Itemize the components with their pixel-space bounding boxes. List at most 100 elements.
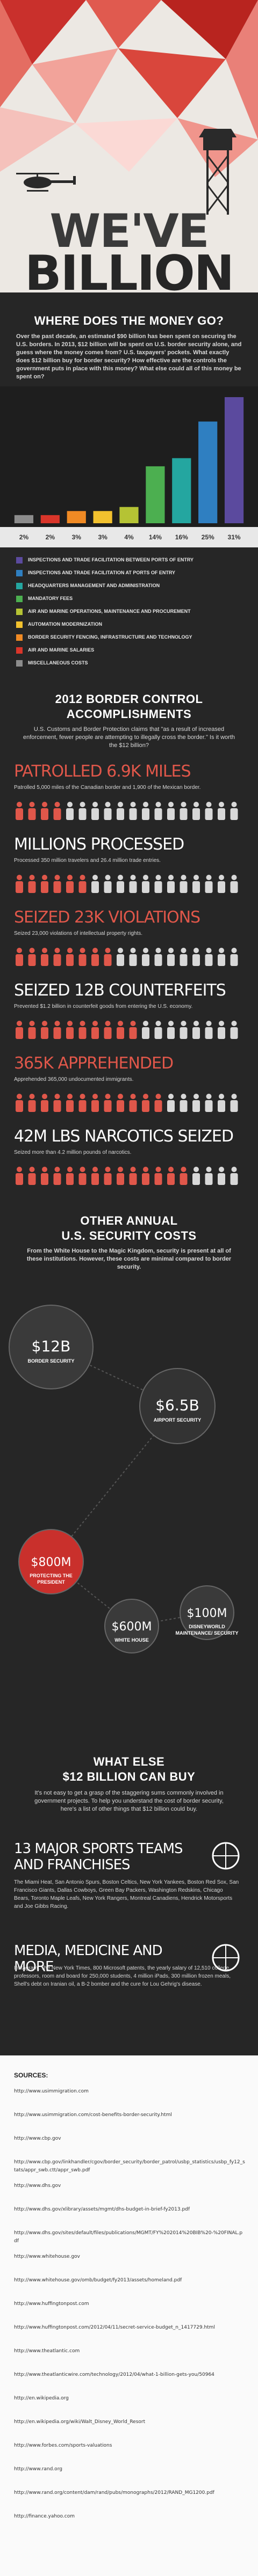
stat-text: Processed 350 million travelers and 26.4… — [14, 858, 161, 863]
bar-value-label: 2% — [19, 533, 29, 541]
person-head — [219, 875, 224, 880]
person-body — [167, 1173, 175, 1185]
legend-item: AIR AND MARINE SALARIES — [16, 644, 247, 656]
person-body — [218, 881, 225, 893]
bar — [146, 466, 165, 523]
person-head — [143, 875, 148, 880]
person-head — [92, 1167, 98, 1172]
bar — [119, 507, 139, 523]
person-body — [91, 881, 99, 893]
person-body — [66, 1100, 74, 1112]
person-head — [194, 802, 199, 807]
cost-label: AIRPORT SECURITY — [153, 1417, 202, 1423]
stat-text: Seized more than 4.2 million pounds of n… — [14, 1150, 132, 1155]
buy-text: Instagram, The New York Times, 800 Micro… — [14, 1965, 231, 1987]
buy-icon — [212, 1944, 240, 1972]
source-link: http://www.usimmigration.com/cost-benefi… — [14, 2112, 172, 2118]
person-body — [167, 1027, 175, 1039]
source-link: http://www.dhs.gov — [14, 2183, 61, 2189]
person-body — [28, 881, 36, 893]
person-head — [194, 1167, 199, 1172]
legend-item: MANDATORY FEES — [16, 592, 247, 604]
person-head — [194, 1094, 199, 1099]
person-body — [41, 1100, 48, 1112]
person-head — [17, 948, 22, 953]
legend-item: HEADQUARTERS MANAGEMENT AND ADMINISTRATI… — [16, 580, 247, 591]
person-head — [105, 1094, 111, 1099]
person-head — [143, 1167, 148, 1172]
section-heading: $12 BILLION CAN BUY — [62, 1770, 196, 1783]
people-icons — [16, 1094, 238, 1112]
person-head — [54, 948, 60, 953]
cost-amount: $600M — [112, 1620, 152, 1634]
person-body — [91, 954, 99, 966]
section-text: It's not easy to get a grasp of the stag… — [34, 1790, 224, 1812]
person-head — [54, 1094, 60, 1099]
legend-item: INSPECTIONS AND TRADE FACILITATION AT PO… — [16, 567, 247, 579]
person-head — [42, 948, 47, 953]
person-head — [130, 1167, 136, 1172]
person-body — [104, 954, 112, 966]
person-body — [167, 1100, 175, 1112]
person-head — [67, 948, 73, 953]
person-body — [28, 808, 36, 820]
person-head — [42, 1094, 47, 1099]
person-head — [105, 1167, 111, 1172]
person-head — [231, 1021, 237, 1026]
person-body — [230, 1173, 238, 1185]
person-body — [78, 881, 87, 893]
person-body — [154, 1173, 162, 1185]
legend-swatch — [16, 621, 23, 628]
person-body — [218, 808, 225, 820]
legend-swatch — [16, 595, 23, 602]
person-body — [78, 1100, 87, 1112]
person-body — [104, 1173, 112, 1185]
source-link: http://www.huffingtonpost.com — [14, 2301, 89, 2307]
person-body — [16, 954, 23, 966]
person-head — [155, 1021, 161, 1026]
source-link: http://finance.yahoo.com — [14, 2514, 75, 2519]
person-body — [41, 1173, 48, 1185]
person-body — [117, 1100, 124, 1112]
person-head — [92, 1094, 98, 1099]
person-head — [219, 1021, 224, 1026]
person-head — [155, 948, 161, 953]
legend-label: INSPECTIONS AND TRADE FACILITATION AT PO… — [28, 570, 175, 575]
person-head — [143, 1021, 148, 1026]
person-head — [54, 875, 60, 880]
person-head — [54, 1021, 60, 1026]
source-link: http://www.whitehouse.gov — [14, 2254, 80, 2259]
person-body — [91, 1173, 99, 1185]
person-body — [91, 1100, 99, 1112]
person-head — [118, 802, 123, 807]
person-head — [54, 1167, 60, 1172]
person-head — [17, 1021, 22, 1026]
person-body — [230, 1027, 238, 1039]
bar — [40, 515, 60, 523]
person-head — [206, 1021, 212, 1026]
source-link: http://www.usimmigration.com — [14, 2089, 89, 2094]
person-head — [206, 948, 212, 953]
person-head — [17, 875, 22, 880]
section-heading: U.S. SECURITY COSTS — [61, 1229, 197, 1242]
person-head — [80, 1094, 85, 1099]
person-body — [154, 1100, 162, 1112]
cost-amount: $12B — [32, 1337, 71, 1355]
person-body — [192, 1173, 200, 1185]
person-head — [80, 802, 85, 807]
source-link: http://www.cbp.gov/linkhandler/cgov/bord… — [14, 2160, 245, 2173]
person-head — [231, 875, 237, 880]
person-body — [180, 808, 188, 820]
person-body — [16, 1027, 23, 1039]
person-head — [194, 1021, 199, 1026]
people-icons — [16, 802, 238, 820]
person-body — [53, 808, 61, 820]
bar-value-label: 3% — [98, 533, 108, 541]
legend-item: INSPECTIONS AND TRADE FACILITATION BETWE… — [16, 554, 247, 566]
person-body — [28, 1027, 36, 1039]
person-head — [105, 948, 111, 953]
person-body — [66, 954, 74, 966]
person-head — [80, 948, 85, 953]
legend-swatch — [16, 557, 23, 564]
person-head — [118, 1167, 123, 1172]
